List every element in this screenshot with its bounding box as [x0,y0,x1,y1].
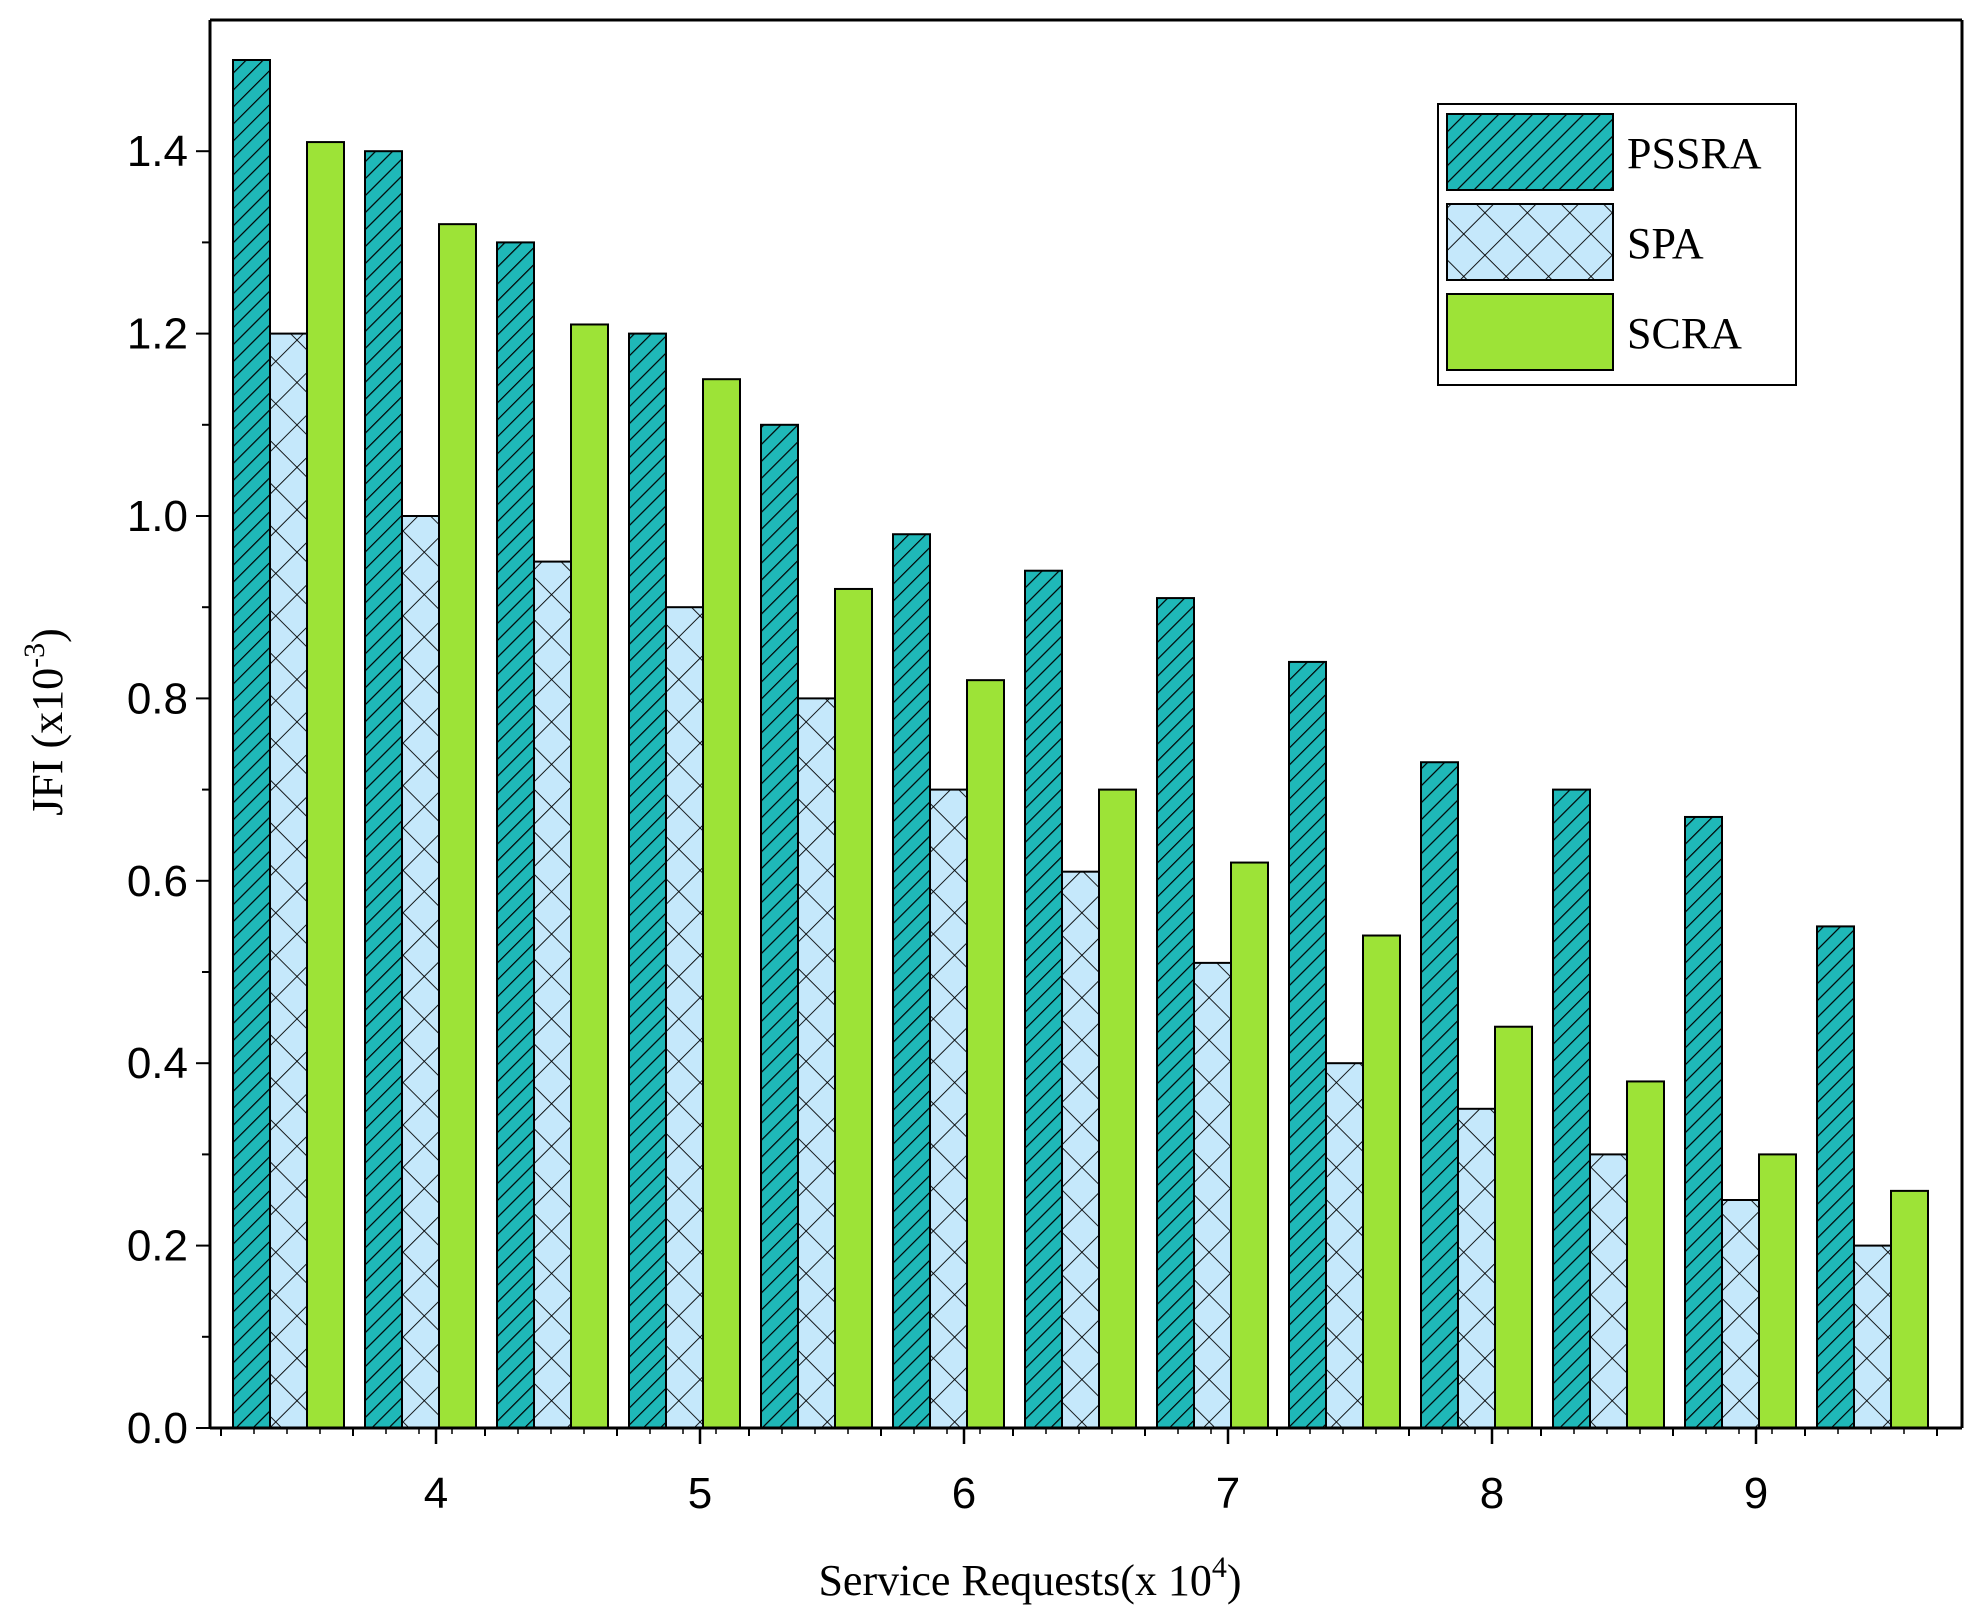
legend-swatch-pssra [1446,113,1614,191]
y-tick-label: 0.8 [127,674,188,723]
legend-label-pssra: PSSRA [1627,129,1762,178]
bar-pssra-5 [892,533,931,1429]
legend: PSSRA SPA SCRA [1437,103,1797,386]
y-tick-label: 0.0 [127,1404,188,1453]
y-tick-label: 0.4 [127,1039,188,1088]
y-tick-label: 1.0 [127,492,188,541]
bar-scra-3 [702,378,741,1430]
y-tick-label: 1.2 [127,310,188,359]
y-tick-label: 0.2 [127,1222,188,1271]
bar-pssra-11 [1684,815,1723,1429]
bar-spa-9 [1457,1107,1496,1430]
legend-swatch-spa [1446,203,1614,281]
bar-pssra-9 [1420,761,1459,1429]
bar-scra-4 [834,587,873,1429]
tick-labels-layer: 0.0 0.2 0.4 0.6 0.8 1.0 1.2 1.4 4 5 6 7 8 9 [127,127,1768,1518]
x-tick-label: 5 [688,1469,712,1518]
bar-scra-6 [1098,788,1137,1429]
bar-scra-7 [1230,861,1269,1429]
bar-spa-6 [1061,870,1100,1429]
bar-scra-9 [1494,1025,1533,1429]
bar-pssra-10 [1552,788,1591,1429]
y-tick-label: 1.4 [127,127,188,176]
x-tick-label: 9 [1744,1469,1768,1518]
bar-scra-8 [1362,934,1401,1430]
x-tick-label: 4 [424,1469,448,1518]
x-tick-label: 8 [1480,1469,1504,1518]
bar-pssra-3 [628,332,667,1430]
bar-spa-4 [797,697,836,1429]
bar-spa-3 [665,606,704,1429]
bar-spa-12 [1853,1244,1892,1429]
bar-spa-2 [533,560,572,1429]
legend-label-scra: SCRA [1627,309,1742,358]
axes-layer [196,18,1964,1444]
bars-layer [232,59,1929,1430]
bar-spa-0 [269,332,308,1430]
bar-pssra-12 [1816,925,1855,1430]
bar-spa-5 [929,788,968,1429]
bar-scra-1 [438,223,477,1429]
bar-pssra-7 [1156,597,1195,1429]
bar-scra-11 [1758,1153,1797,1430]
bar-spa-7 [1193,961,1232,1429]
bar-spa-11 [1721,1199,1760,1429]
y-tick-label: 0.6 [127,857,188,906]
bar-scra-5 [966,679,1005,1429]
legend-swatch-scra [1446,293,1614,371]
bar-pssra-6 [1024,569,1063,1429]
bar-scra-10 [1626,1080,1665,1429]
bar-pssra-0 [232,59,271,1429]
bar-scra-0 [306,141,345,1430]
x-axis-title: Service Requests(x 104) [818,1551,1241,1605]
bar-pssra-1 [364,150,403,1430]
x-tick-label: 7 [1216,1469,1240,1518]
bar-spa-8 [1325,1062,1364,1429]
y-axis-title: JFI (x10-3) [18,628,72,816]
bar-pssra-2 [496,241,535,1429]
bar-spa-10 [1589,1153,1628,1430]
bar-spa-1 [401,515,440,1429]
bar-scra-2 [570,323,609,1430]
bar-pssra-8 [1288,660,1327,1429]
x-tick-label: 6 [952,1469,976,1518]
bar-pssra-4 [760,423,799,1429]
legend-label-spa: SPA [1627,219,1704,268]
bar-scra-12 [1890,1189,1929,1429]
